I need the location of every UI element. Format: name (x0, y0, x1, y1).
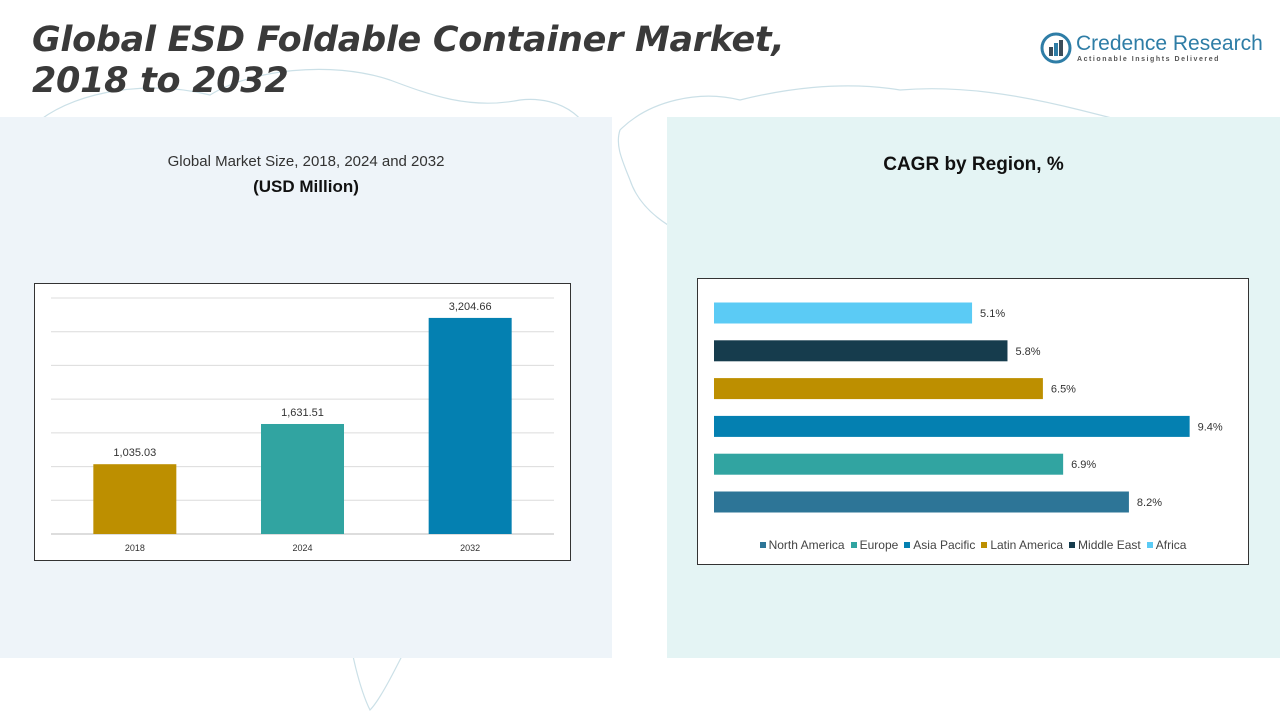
brand-logo: Credence Research Actionable Insights De… (1040, 30, 1263, 70)
bar-europe (714, 453, 1064, 475)
data-label-2032: 3,204.66 (449, 301, 492, 313)
page-title-line2: 2018 to 2032 (32, 60, 289, 101)
bar-north-america (714, 491, 1129, 513)
legend-swatch-africa (1146, 542, 1153, 548)
data-label-2018: 1,035.03 (113, 447, 156, 459)
cagr-title: CAGR by Region, % (883, 154, 1064, 175)
cagr-legend: North America Europe Asia Pacific Latin Ame… (698, 537, 1248, 552)
page-title: Global ESD Foldable Container Market, 20… (32, 20, 785, 101)
legend-item-middle-east: Middle East (1069, 537, 1141, 552)
bar-middle-east (714, 340, 1008, 362)
bar-africa (714, 302, 973, 324)
data-label-middle-east: 5.8% (1015, 346, 1040, 358)
legend-label-africa: Africa (1155, 538, 1187, 552)
logo-tagline: Actionable Insights Delivered (1077, 56, 1220, 63)
data-label-north-america: 8.2% (1137, 497, 1162, 509)
legend-item-north-america: North America (759, 537, 845, 552)
tick-label-2018: 2018 (125, 543, 145, 553)
bar-asia-pacific (714, 415, 1190, 437)
legend-item-asia-pacific: Asia Pacific (904, 537, 975, 552)
market-size-unit: (USD Million) (253, 177, 359, 196)
data-label-latin-america: 6.5% (1051, 384, 1076, 396)
cagr-chart: 8.2% 6.9% 9.4% 6.5% 5.8% 5.1% North America Eu… (697, 278, 1249, 565)
page-title-line1: Global ESD Foldable Container Market, (32, 20, 785, 60)
data-label-asia-pacific: 9.4% (1198, 421, 1223, 433)
legend-label-middle-east: Middle East (1078, 538, 1141, 552)
legend-swatch-middle-east (1069, 542, 1076, 548)
cagr-chart-svg: 8.2% 6.9% 9.4% 6.5% 5.8% 5.1% (714, 302, 1223, 513)
tick-label-2024: 2024 (292, 543, 312, 553)
bar-2032 (428, 317, 512, 534)
market-size-chart-svg: 1,035.03 2018 1,631.51 2024 3,204.66 2032 (51, 297, 554, 553)
data-label-2024: 1,631.51 (281, 407, 324, 419)
market-size-subtitle: Global Market Size, 2018, 2024 and 2032 (167, 153, 445, 170)
data-label-europe: 6.9% (1071, 459, 1096, 471)
legend-swatch-north-america (759, 542, 766, 548)
legend-swatch-latin-america (981, 542, 988, 548)
tick-label-2032: 2032 (460, 543, 480, 553)
legend-label-north-america: North America (768, 538, 845, 552)
legend-label-europe: Europe (859, 538, 899, 552)
market-size-chart: 1,035.03 2018 1,631.51 2024 3,204.66 2032 (34, 283, 571, 561)
bar-2024 (261, 423, 344, 534)
data-label-africa: 5.1% (980, 308, 1005, 320)
legend-item-europe: Europe (850, 537, 899, 552)
legend-swatch-europe (850, 542, 857, 548)
legend-item-latin-america: Latin America (981, 537, 1063, 552)
legend-item-africa: Africa (1146, 537, 1187, 552)
legend-label-asia-pacific: Asia Pacific (913, 538, 976, 552)
legend-label-latin-america: Latin America (990, 538, 1064, 552)
logo-mark-icon (1040, 32, 1072, 64)
logo-name: Credence Research (1076, 32, 1263, 55)
bar-latin-america (714, 378, 1043, 400)
legend-swatch-asia-pacific (904, 542, 911, 548)
bar-2018 (93, 464, 177, 534)
